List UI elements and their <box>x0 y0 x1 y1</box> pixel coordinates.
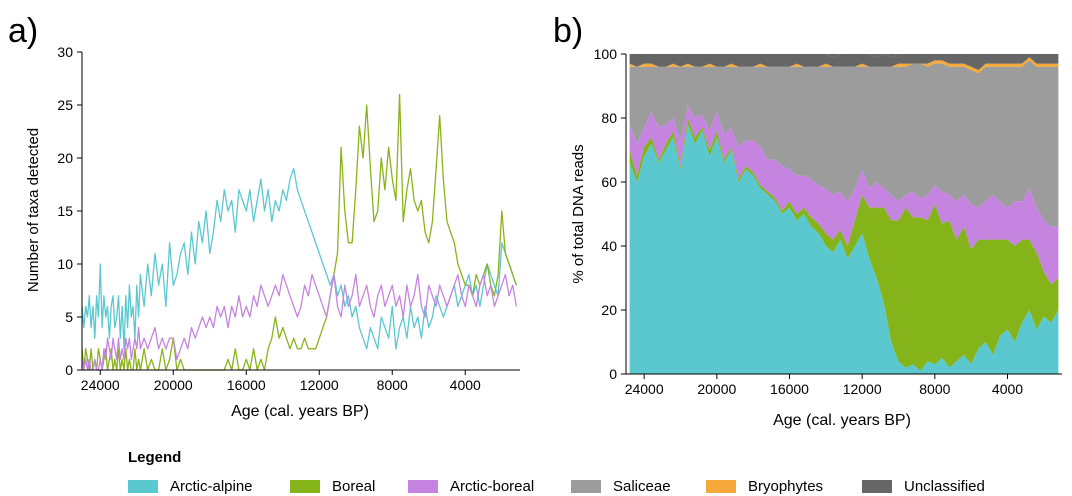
panel-a-y-tick-label: 5 <box>65 309 73 325</box>
panel-b-x-tick-label: 24000 <box>625 381 664 397</box>
panel-b-series-unclassified-area <box>629 54 1059 70</box>
legend-label: Unclassified <box>904 478 985 495</box>
panel-b-series-group <box>629 54 1059 375</box>
panel-a-x-tick-label: 4000 <box>450 377 481 393</box>
panel-a-x-axis-title: Age (cal. years BP) <box>231 403 369 420</box>
panel-b-series-arctic-alpine-area <box>629 124 1059 375</box>
panel-a-x-tick-label: 16000 <box>227 377 266 393</box>
panel-b-y-tick-label: 100 <box>594 46 618 62</box>
panel-a-y-axis-title: Number of taxa detected <box>25 128 42 292</box>
panel-b-axes: 0 20 40 60 80 100 24000 20000 16000 12000 8000 4000 <box>594 46 1062 397</box>
panel-a-y-tick-label: 10 <box>57 256 73 272</box>
panel-b-y-tick-label: 80 <box>601 110 617 126</box>
legend-label: Saliceae <box>613 478 671 495</box>
panel-a-series-group <box>81 93 518 371</box>
panel-b-y-tick-label: 0 <box>609 366 617 382</box>
panel-b-y-tick-label: 60 <box>601 174 617 190</box>
legend-label: Arctic-boreal <box>450 478 535 495</box>
legend-swatch <box>290 480 320 493</box>
panel-b-series-arctic-boreal-area <box>629 105 1059 285</box>
panel-a-y-tick-label: 30 <box>57 44 73 60</box>
panel-a-axes: 0 5 10 15 20 25 30 24000 20000 16000 12000 8000 4000 <box>57 44 520 393</box>
legend-item-saliceae: Saliceae <box>571 478 671 495</box>
panel-b-x-tick-label: 20000 <box>697 381 736 397</box>
panel-b-y-axis-title: % of total DNA reads <box>570 144 587 283</box>
panel-b-x-axis-title: Age (cal. years BP) <box>773 412 911 429</box>
legend-title: Legend <box>128 449 181 466</box>
panel-b-x-tick-label: 16000 <box>770 381 809 397</box>
panel-b-x-tick-label: 8000 <box>919 381 950 397</box>
panel-a-series-arctic-boreal-line <box>81 273 518 371</box>
legend-swatch <box>571 480 601 493</box>
legend-swatch <box>862 480 892 493</box>
panel-a-label: a) <box>8 12 38 50</box>
legend-item-arctic-alpine: Arctic-alpine <box>128 478 253 495</box>
legend-label: Arctic-alpine <box>170 478 253 495</box>
panel-b-y-tick-label: 20 <box>601 302 617 318</box>
panel-a-x-tick-label: 12000 <box>300 377 339 393</box>
panel-a-y-tick-label: 20 <box>57 150 73 166</box>
legend-swatch <box>128 480 158 493</box>
legend-item-bryophytes: Bryophytes <box>706 478 823 495</box>
legend-item-boreal: Boreal <box>290 478 375 495</box>
panel-a-x-tick-label: 24000 <box>81 377 120 393</box>
panel-b-x-tick-label: 4000 <box>992 381 1023 397</box>
panel-a-x-tick-label: 20000 <box>154 377 193 393</box>
panel-b-series-saliceae-area <box>629 60 1059 227</box>
panel-a-line-chart: a) 0 5 10 15 20 25 30 24000 20000 16000 12000 8000 4… <box>8 12 520 420</box>
panel-a-y-tick-label: 15 <box>57 203 73 219</box>
legend-label: Boreal <box>332 478 376 495</box>
panel-b-label: b) <box>553 12 583 50</box>
legend-swatch <box>408 480 438 493</box>
panel-b-y-tick-label: 40 <box>601 238 617 254</box>
panel-a-y-tick-label: 0 <box>65 362 73 378</box>
panel-a-x-tick-label: 8000 <box>377 377 408 393</box>
legend-swatch <box>706 480 736 493</box>
legend-item-arctic-boreal: Arctic-boreal <box>408 478 534 495</box>
legend-label: Bryophytes <box>748 478 824 495</box>
legend-item-unclassified: Unclassified <box>862 478 985 495</box>
panel-b-x-tick-label: 12000 <box>843 381 882 397</box>
panel-a-series-boreal-line <box>81 93 518 371</box>
panel-a-series-arctic-alpine-line <box>81 167 518 350</box>
panel-b-series-boreal-area <box>629 118 1059 371</box>
panel-b-area-chart: b) 0 20 40 60 80 100 24000 20000 16000 12000 8000 4… <box>553 12 1062 429</box>
panel-a-y-tick-label: 25 <box>57 97 73 113</box>
